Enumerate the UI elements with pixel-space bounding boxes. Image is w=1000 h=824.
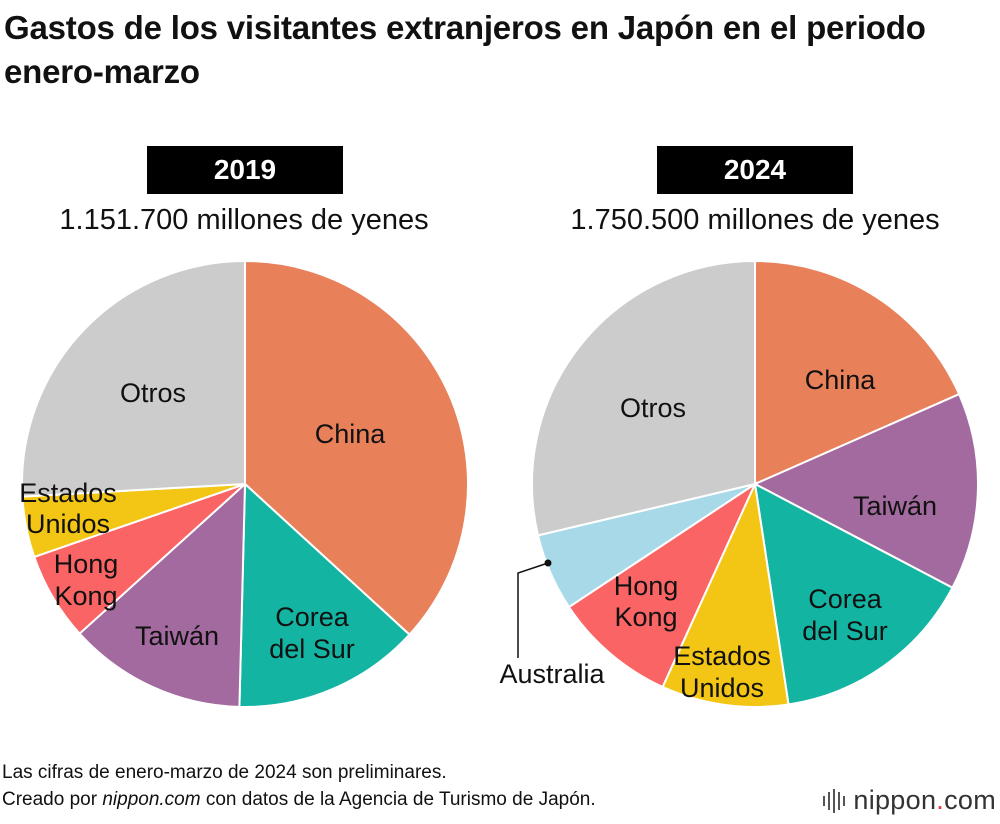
slice-label-2019-estados-unidos: Estados Unidos (19, 478, 117, 539)
total-2024: 1.750.500 millones de yenes (570, 204, 940, 236)
brand-name: nippon (853, 785, 937, 815)
slice-2019-china (244, 259, 469, 637)
slice-label-2024-estados-unidos: Estados Unidos (673, 641, 771, 703)
slice-2024-taiwan (752, 392, 979, 590)
slice-2019-otros (21, 259, 246, 498)
chart-title: Gastos de los visitantes extranjeros en … (4, 9, 926, 90)
pie-2019: China Corea del Sur Taiwán Hong Kong Estados Un… (19, 259, 469, 708)
slice-label-2019-corea-del-sur: Corea del Sur (269, 602, 355, 664)
credit-source: nippon.com (102, 789, 201, 810)
slice-label-2024-hong-kong: Hong Kong (614, 571, 679, 632)
slice-2019-taiwan (78, 481, 247, 708)
slice-2024-estados-unidos (661, 480, 790, 708)
pie-charts: China Corea del Sur Taiwán Hong Kong Estados Un… (19, 259, 979, 708)
slice-label-2024-otros: Otros (620, 393, 686, 423)
slice-label-2024-corea-del-sur: Corea del Sur (802, 584, 888, 646)
slice-label-2019-otros: Otros (120, 378, 186, 408)
brand-logo: nippon. com (823, 785, 996, 816)
brand-mark-icon (823, 788, 846, 813)
brand-dot: . (936, 785, 945, 815)
footnote: Las cifras de enero-marzo de 2024 son pr… (2, 762, 447, 783)
slice-label-2024-taiwan: Taiwán (853, 491, 937, 521)
slice-label-2024-china: China (805, 365, 877, 395)
slice-label-2019-taiwan: Taiwán (135, 621, 219, 651)
slice-2024-china (754, 259, 961, 486)
credit-line: Creado por nippon.com con datos de la Ag… (2, 787, 596, 813)
year-label-2019: 2019 (147, 146, 343, 194)
brand-tld: com (944, 785, 996, 815)
year-label-2024: 2024 (657, 146, 853, 194)
slice-label-2024-australia: Australia (499, 659, 605, 689)
leader-line-australia (517, 562, 549, 658)
slice-2024-otros (531, 259, 756, 537)
slice-2024-hong-kong (567, 481, 758, 689)
credit-suffix: con datos de la Agencia de Turismo de Ja… (200, 789, 596, 810)
pie-2024: China Taiwán Corea del Sur Estados Unidos Hong… (499, 259, 979, 708)
slice-label-2019-hong-kong: Hong Kong (54, 549, 119, 611)
slice-2019-corea-del-sur (238, 481, 411, 708)
leader-dot-australia (544, 559, 552, 567)
total-2019: 1.151.700 millones de yenes (59, 204, 429, 236)
slice-2024-corea-del-sur (753, 482, 954, 706)
credit-prefix: Creado por (2, 789, 103, 810)
slice-label-2019-china: China (315, 419, 387, 449)
